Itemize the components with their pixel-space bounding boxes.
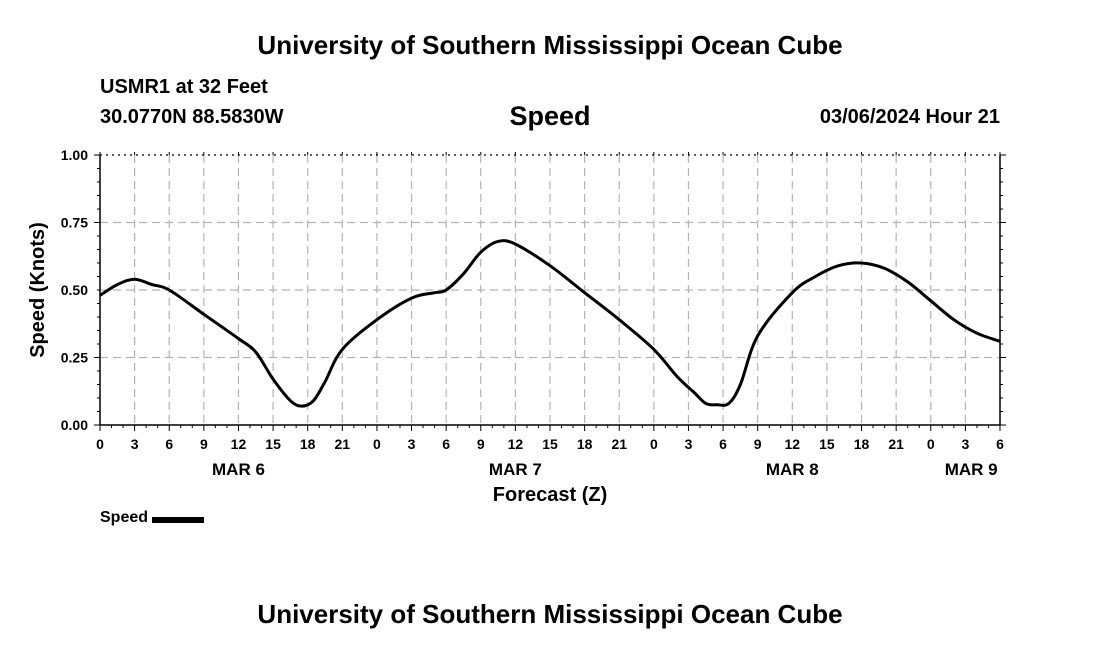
x-tick-label: 6 <box>442 436 450 452</box>
x-tick-label: 21 <box>611 436 627 452</box>
x-tick-label: 0 <box>96 436 104 452</box>
date-label: MAR 8 <box>766 460 819 479</box>
x-tick-label: 9 <box>754 436 762 452</box>
station-coordinates: 30.0770N 88.5830W <box>100 106 284 128</box>
legend-swatch <box>152 516 205 523</box>
y-tick-label: 0.00 <box>61 417 88 433</box>
x-tick-label: 9 <box>200 436 208 452</box>
x-tick-label: 15 <box>542 436 558 452</box>
y-tick-label: 0.75 <box>61 215 88 231</box>
x-tick-label: 12 <box>508 436 524 452</box>
x-tick-label: 3 <box>685 436 693 452</box>
x-tick-label: 18 <box>577 436 593 452</box>
footer-title: University of Southern Mississippi Ocean… <box>257 599 843 629</box>
x-tick-label: 6 <box>165 436 173 452</box>
x-tick-label: 18 <box>854 436 870 452</box>
x-tick-label: 21 <box>888 436 904 452</box>
x-tick-label: 3 <box>408 436 416 452</box>
x-tick-label: 12 <box>785 436 801 452</box>
x-tick-label: 0 <box>373 436 381 452</box>
chart-title: Speed <box>509 101 591 131</box>
x-tick-label: 6 <box>719 436 727 452</box>
page-title: University of Southern Mississippi Ocean… <box>257 30 843 60</box>
x-tick-label: 18 <box>300 436 316 452</box>
x-tick-label: 9 <box>477 436 485 452</box>
y-tick-label: 0.25 <box>61 350 88 366</box>
x-tick-label: 6 <box>996 436 1004 452</box>
x-tick-label: 15 <box>819 436 835 452</box>
x-axis-title: Forecast (Z) <box>493 484 607 506</box>
x-tick-label: 0 <box>650 436 658 452</box>
x-tick-label: 21 <box>335 436 351 452</box>
date-label: MAR 6 <box>212 460 265 479</box>
x-tick-label: 3 <box>961 436 969 452</box>
y-tick-label: 0.50 <box>61 282 88 298</box>
date-label: MAR 9 <box>945 460 998 479</box>
forecast-timestamp: 03/06/2024 Hour 21 <box>819 106 1000 128</box>
y-tick-label: 1.00 <box>61 147 88 163</box>
x-tick-label: 0 <box>927 436 935 452</box>
date-label: MAR 7 <box>489 460 542 479</box>
x-tick-label: 12 <box>231 436 247 452</box>
station-label: USMR1 at 32 Feet <box>100 76 268 98</box>
series-line-speed <box>99 239 1001 408</box>
legend: Speed <box>100 509 205 527</box>
x-tick-label: 15 <box>265 436 281 452</box>
y-axis-title: Speed (Knots) <box>27 222 49 358</box>
legend-label: Speed <box>100 509 149 526</box>
x-tick-label: 3 <box>131 436 139 452</box>
